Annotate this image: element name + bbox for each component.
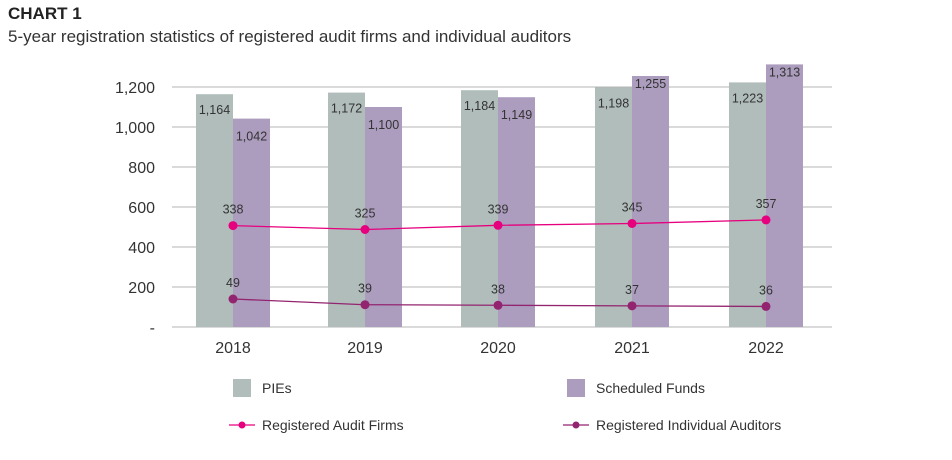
line-point: [627, 301, 637, 311]
bar-pies: [595, 87, 632, 328]
legend-label: Registered Audit Firms: [262, 417, 404, 433]
bar-data-label: 1,172: [331, 102, 362, 116]
bar-data-label: 1,198: [598, 96, 629, 110]
line-point: [493, 300, 503, 310]
bar-pies: [729, 82, 766, 328]
line-point: [228, 221, 238, 231]
line-data-label: 37: [625, 283, 639, 297]
line-point: [761, 215, 771, 225]
line-data-label: 39: [358, 282, 372, 296]
legend-label: Scheduled Funds: [596, 380, 705, 396]
line-data-label: 325: [355, 207, 376, 221]
legend-label: Registered Individual Auditors: [596, 417, 781, 433]
x-tick-label: 2022: [748, 340, 784, 357]
bar-scheduled-funds: [233, 118, 270, 327]
bar-scheduled-funds: [365, 107, 402, 327]
bar-scheduled-funds: [766, 64, 803, 328]
legend-label: PIEs: [262, 380, 292, 396]
line-point: [493, 220, 503, 230]
line-point: [360, 225, 370, 234]
chart-subtitle: 5-year registration statistics of regist…: [8, 27, 572, 46]
y-tick-label: 800: [128, 160, 155, 177]
legend-swatch: [233, 379, 251, 397]
bar-scheduled-funds: [498, 97, 535, 327]
line-point: [627, 219, 637, 228]
y-tick-label: 400: [128, 240, 155, 257]
chart-title: CHART 1: [8, 4, 82, 23]
x-tick-label: 2018: [215, 340, 251, 357]
bar-data-label: 1,184: [464, 99, 495, 113]
bar-pies: [461, 90, 498, 327]
x-tick-label: 2019: [347, 340, 383, 357]
legend-marker: [238, 421, 246, 429]
line-data-label: 49: [226, 276, 240, 290]
line-point: [228, 294, 238, 304]
line-data-label: 345: [622, 201, 643, 215]
bar-data-label: 1,164: [199, 103, 230, 117]
line-data-label: 338: [223, 203, 244, 217]
y-tick-label: 1,000: [115, 120, 155, 137]
y-tick-label: 200: [128, 280, 155, 297]
line-point: [761, 301, 771, 311]
y-tick-label: -: [150, 320, 155, 337]
bar-data-label: 1,100: [368, 118, 399, 132]
bar-data-label: 1,149: [501, 108, 532, 122]
x-tick-label: 2021: [614, 340, 650, 357]
line-data-label: 38: [491, 282, 505, 296]
x-tick-label: 2020: [480, 340, 516, 357]
bar-data-label: 1,223: [732, 91, 763, 105]
legend-marker: [572, 421, 580, 429]
legend-swatch: [567, 379, 585, 397]
bar-pies: [328, 92, 365, 327]
bar-pies: [196, 94, 233, 327]
line-data-label: 36: [759, 283, 773, 297]
line-data-label: 357: [756, 197, 777, 211]
y-tick-label: 1,200: [115, 80, 155, 97]
y-tick-label: 600: [128, 200, 155, 217]
bar-data-label: 1,042: [236, 130, 267, 144]
bar-data-label: 1,313: [769, 65, 800, 79]
line-data-label: 339: [488, 202, 509, 216]
bar-scheduled-funds: [632, 76, 669, 327]
line-point: [360, 300, 370, 310]
bar-data-label: 1,255: [635, 77, 666, 91]
